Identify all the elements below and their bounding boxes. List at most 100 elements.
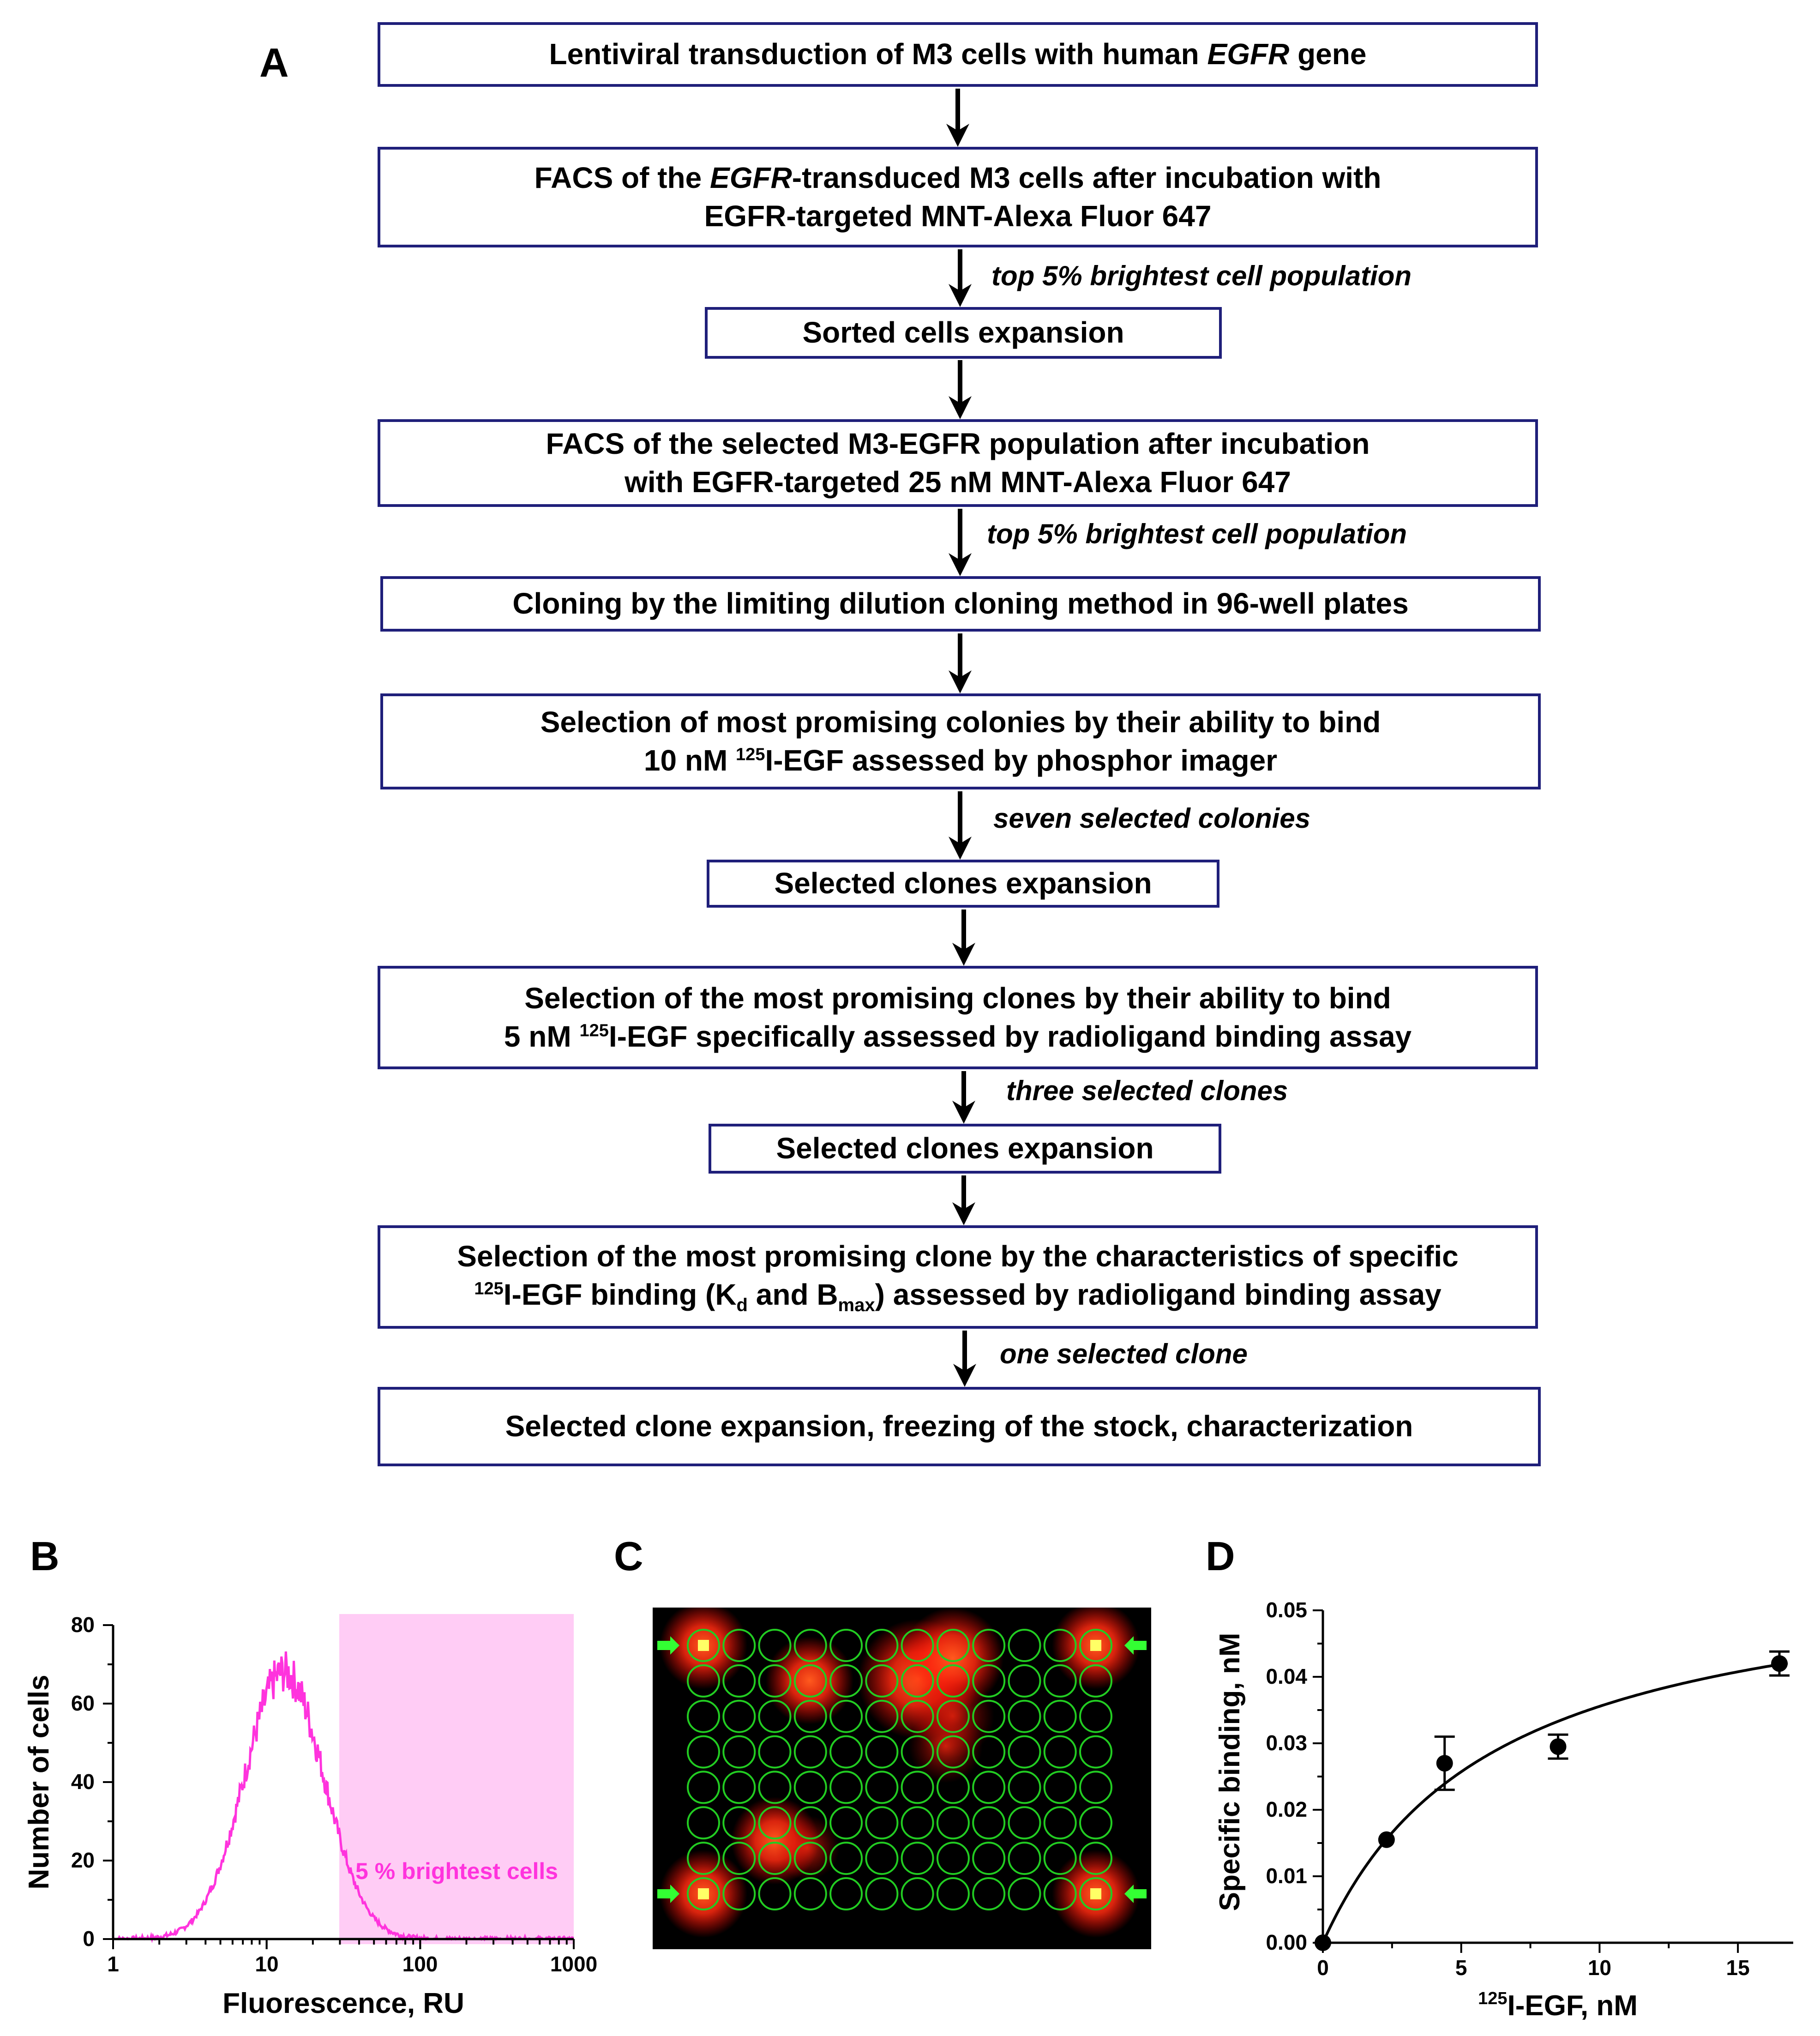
plate-well bbox=[1043, 1629, 1077, 1662]
panel-label-a: A bbox=[259, 40, 289, 85]
hist-ytick-20: 20 bbox=[71, 1848, 95, 1872]
plate-well bbox=[1008, 1842, 1041, 1875]
plate-well bbox=[829, 1699, 863, 1733]
plate-well bbox=[829, 1842, 863, 1875]
plate-well bbox=[793, 1699, 827, 1733]
plate-well bbox=[687, 1806, 720, 1840]
plate-well bbox=[829, 1629, 863, 1662]
plate-well bbox=[936, 1735, 970, 1769]
flow-box-facs-1: FACS of the EGFR-transduced M3 cells aft… bbox=[378, 147, 1538, 247]
fit-curve bbox=[1321, 1662, 1788, 1944]
plate-well bbox=[829, 1664, 863, 1698]
plate-well bbox=[972, 1629, 1006, 1662]
plate-well bbox=[793, 1877, 827, 1910]
bind-xtick-label: 10 bbox=[1588, 1956, 1611, 1980]
plate-well bbox=[901, 1735, 934, 1769]
plate-well bbox=[1079, 1699, 1112, 1733]
note-top5-2: top 5% brightest cell population bbox=[987, 518, 1407, 549]
plate-well bbox=[1079, 1629, 1112, 1662]
plate-well bbox=[793, 1735, 827, 1769]
box7-text: Selected clones expansion bbox=[774, 867, 1152, 900]
flow-box-final: Selected clone expansion, freezing of th… bbox=[378, 1387, 1541, 1466]
plate-well bbox=[793, 1629, 827, 1662]
box8-line1: Selection of the most promising clones b… bbox=[524, 981, 1391, 1015]
phosphor-plate-image bbox=[653, 1608, 1151, 1949]
box10-sub1: d bbox=[736, 1295, 748, 1315]
arrow-icon-top-left bbox=[657, 1636, 679, 1655]
plate-well bbox=[722, 1806, 756, 1840]
plate-well bbox=[722, 1629, 756, 1662]
hist-xlabel: Fluorescence, RU bbox=[222, 1988, 464, 2019]
plate-well bbox=[1079, 1771, 1112, 1804]
hist-ytick-0: 0 bbox=[83, 1927, 95, 1951]
plate-well bbox=[758, 1664, 792, 1698]
box10-sub2: max bbox=[838, 1295, 875, 1315]
data-point bbox=[1771, 1655, 1788, 1672]
bind-ylabel: Specific binding, nM bbox=[1214, 1633, 1246, 1911]
plate-well bbox=[865, 1877, 899, 1910]
plate-well bbox=[901, 1806, 934, 1840]
bind-ytick-label: 0.02 bbox=[1266, 1797, 1307, 1821]
box5-text: Cloning by the limiting dilution cloning… bbox=[512, 587, 1409, 620]
box3-text: Sorted cells expansion bbox=[802, 316, 1124, 349]
note-top5-1: top 5% brightest cell population bbox=[991, 260, 1412, 291]
plate-well bbox=[972, 1806, 1006, 1840]
plate-well bbox=[793, 1664, 827, 1698]
flow-box-clones-expansion-1: Selected clones expansion bbox=[707, 860, 1219, 908]
plate-well bbox=[687, 1699, 720, 1733]
plate-well bbox=[1008, 1664, 1041, 1698]
plate-well bbox=[901, 1664, 934, 1698]
plate-well bbox=[865, 1664, 899, 1698]
flow-box-select-clone: Selection of the most promising clone by… bbox=[378, 1225, 1538, 1329]
plate-well bbox=[1079, 1806, 1112, 1840]
bind-ytick-label: 0.04 bbox=[1266, 1664, 1307, 1688]
hist-xtick-1: 1 bbox=[107, 1952, 119, 1976]
box10-pre: I-EGF binding (K bbox=[503, 1277, 737, 1311]
plate-well bbox=[865, 1629, 899, 1662]
flow-box-select-clones: Selection of the most promising clones b… bbox=[378, 966, 1538, 1069]
hist-annotation: 5 % brightest cells bbox=[355, 1858, 558, 1884]
bind-xlabel-sup: 125 bbox=[1478, 1989, 1507, 2008]
plate-well bbox=[1043, 1806, 1077, 1840]
bind-ytick-label: 0.00 bbox=[1266, 1930, 1307, 1954]
plate-well bbox=[1079, 1735, 1112, 1769]
box4-line2: with EGFR-targeted 25 nM MNT-Alexa Fluor… bbox=[625, 465, 1291, 499]
note-seven-colonies: seven selected colonies bbox=[993, 803, 1311, 834]
plate-well bbox=[722, 1699, 756, 1733]
plate-well bbox=[722, 1771, 756, 1804]
bind-ytick-label: 0.05 bbox=[1266, 1598, 1307, 1622]
plate-well bbox=[901, 1771, 934, 1804]
panel-label-c: C bbox=[614, 1533, 643, 1579]
plate-well bbox=[722, 1842, 756, 1875]
plate-well bbox=[865, 1699, 899, 1733]
box6-pre: 10 nM bbox=[643, 744, 736, 777]
plate-well bbox=[936, 1771, 970, 1804]
plate-well bbox=[1008, 1629, 1041, 1662]
box1-pre: Lentiviral transduction of M3 cells with… bbox=[549, 37, 1207, 71]
bind-xtick-label: 0 bbox=[1317, 1956, 1329, 1980]
plate-well bbox=[793, 1842, 827, 1875]
plate-well bbox=[865, 1842, 899, 1875]
box6-sup: 125 bbox=[736, 745, 765, 765]
plate-well bbox=[1008, 1771, 1041, 1804]
binding-chart: 0 5 10 15 0.00 0.01 0.02 0.03 0.04 0.05 125I-EGF… bbox=[1214, 1598, 1793, 2022]
plate-well bbox=[793, 1806, 827, 1840]
panel-label-b: B bbox=[30, 1533, 60, 1579]
plate-well bbox=[758, 1771, 792, 1804]
box2-post: -transduced M3 cells after incubation wi… bbox=[792, 161, 1382, 194]
box10-post: ) assessed by radioligand binding assay bbox=[875, 1277, 1442, 1311]
plate-well bbox=[687, 1877, 720, 1910]
box10-line1: Selection of the most promising clone by… bbox=[457, 1239, 1459, 1273]
plate-well bbox=[829, 1877, 863, 1910]
plate-well bbox=[793, 1771, 827, 1804]
bind-xtick-label: 15 bbox=[1726, 1956, 1750, 1980]
plate-well bbox=[722, 1664, 756, 1698]
plate-well bbox=[972, 1877, 1006, 1910]
plate-well bbox=[758, 1842, 792, 1875]
brightest-shade bbox=[339, 1614, 574, 1944]
bind-ytick-label: 0.03 bbox=[1266, 1731, 1307, 1755]
plate-well bbox=[758, 1735, 792, 1769]
flow-box-select-colonies: Selection of most promising colonies by … bbox=[380, 693, 1541, 789]
box4-line1: FACS of the selected M3-EGFR population … bbox=[546, 427, 1370, 460]
plate-well bbox=[972, 1664, 1006, 1698]
